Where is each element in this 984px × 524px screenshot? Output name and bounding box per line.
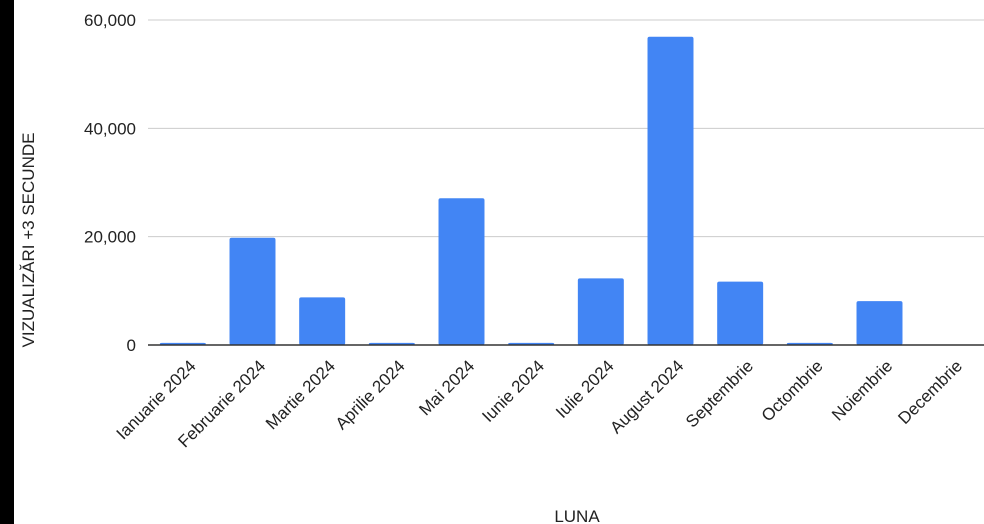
x-tick-label: Septembrie [682,356,757,431]
x-axis-title: LUNA [554,507,600,524]
x-tick-label: Mai 2024 [415,356,478,419]
bar [299,297,346,345]
bar [717,281,764,345]
bar [577,278,624,345]
x-tick-label: August 2024 [606,356,687,437]
chart-container: 0 20,000 40,000 60,000 Ianuarie 2024 Februar… [14,0,984,524]
bar [229,237,276,345]
x-tick-label: Aprilie 2024 [332,356,409,433]
y-tick-label: 0 [127,336,136,355]
bars [159,36,903,346]
bar-chart: 0 20,000 40,000 60,000 Ianuarie 2024Februar… [19,11,984,524]
x-tick-label: Iunie 2024 [478,356,548,426]
bar [438,198,485,345]
x-tick-label: Octombrie [758,356,827,425]
y-tick-labels: 0 20,000 40,000 60,000 [84,11,136,355]
x-tick-label: Iulie 2024 [552,356,618,422]
x-tick-label: Decembrie [894,356,966,428]
y-tick-label: 40,000 [84,119,136,138]
x-tick-label: Martie 2024 [262,356,339,433]
gridlines [148,19,984,238]
y-tick-label: 60,000 [84,11,136,30]
bar [647,36,694,346]
x-tick-label: Noiembrie [828,356,896,424]
y-tick-label: 20,000 [84,228,136,247]
y-axis-title: VIZUALIZĂRI +3 SECUNDE [19,133,38,348]
bar [856,301,903,345]
